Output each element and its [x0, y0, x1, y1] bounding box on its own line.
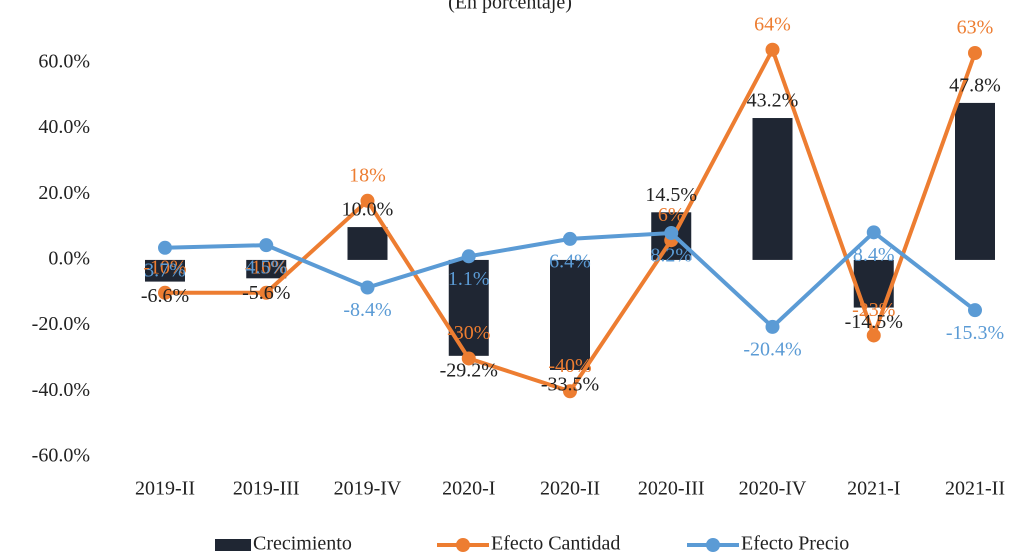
data-label: -8.4% [343, 299, 391, 321]
data-label: 4.5% [245, 257, 287, 279]
y-tick-label: -20.0% [32, 313, 90, 335]
data-label: -5.6% [242, 282, 290, 304]
bar [246, 259, 287, 279]
x-tick-label: 2020-I [442, 478, 495, 500]
data-label: 3.7% [144, 259, 186, 281]
point [765, 319, 780, 334]
point [259, 238, 274, 253]
y-tick-label: 0.0% [48, 248, 90, 270]
data-label: -40% [548, 355, 591, 377]
data-label: -33.5% [541, 374, 599, 396]
point [866, 225, 881, 240]
bar [347, 227, 388, 260]
bar [752, 118, 793, 260]
legend-swatch [215, 539, 251, 551]
data-label: 10.0% [342, 199, 394, 221]
data-label: -20.4% [743, 339, 801, 361]
x-tick-label: 2019-II [135, 478, 195, 500]
data-label: 18% [349, 164, 386, 186]
data-label: -23% [852, 299, 895, 321]
data-label: -29.2% [440, 359, 498, 381]
data-label: 14.5% [645, 184, 697, 206]
data-label: 63% [957, 17, 994, 39]
point [563, 384, 577, 399]
point [259, 285, 274, 300]
x-tick-label: 2021-I [847, 478, 900, 500]
data-label: 8.2% [650, 245, 692, 267]
data-label: 6% [658, 204, 685, 226]
data-label: 6.4% [549, 250, 591, 272]
x-tick-label: 2020-IV [739, 478, 807, 500]
bar [145, 259, 185, 282]
data-label: -14.5% [845, 311, 903, 333]
data-label: -15.3% [946, 322, 1004, 344]
legend-label: Efecto Cantidad [491, 533, 620, 555]
data-label: 8.4% [853, 244, 895, 266]
y-tick-label: -60.0% [32, 445, 90, 467]
y-tick-label: -40.0% [32, 379, 90, 401]
legend-label: Crecimiento [253, 533, 352, 555]
x-tick-label: 2020-III [638, 478, 705, 500]
point [866, 328, 881, 343]
legend-swatch [706, 538, 720, 552]
point [765, 42, 780, 57]
data-label: 43.2% [747, 90, 799, 112]
data-label: 47.8% [949, 75, 1001, 97]
point [360, 193, 375, 208]
chart-subtitle: (En porcentaje) [448, 0, 572, 14]
bar [955, 102, 995, 260]
x-tick-label: 2021-II [945, 478, 1005, 500]
y-tick-label: 20.0% [38, 182, 90, 204]
x-tick-label: 2019-III [233, 478, 300, 500]
point [664, 225, 679, 240]
data-label: 1.1% [448, 268, 490, 290]
legend-label: Efecto Precio [741, 533, 849, 555]
point [968, 303, 982, 318]
point [968, 45, 982, 60]
data-label: 64% [754, 13, 791, 35]
y-tick-label: 60.0% [38, 50, 90, 72]
legend-swatch [456, 538, 470, 552]
data-label: -10% [245, 256, 288, 278]
bar [550, 259, 590, 370]
data-label: -6.6% [141, 285, 189, 307]
data-label: -10% [143, 256, 186, 278]
data-label: -30% [447, 322, 490, 344]
x-tick-label: 2019-IV [334, 478, 402, 500]
point [461, 351, 476, 366]
x-tick-label: 2020-II [540, 478, 600, 500]
point [158, 285, 172, 300]
point [563, 231, 577, 246]
point [461, 249, 476, 264]
point [360, 280, 375, 295]
point [158, 240, 172, 255]
y-tick-label: 40.0% [38, 116, 90, 138]
